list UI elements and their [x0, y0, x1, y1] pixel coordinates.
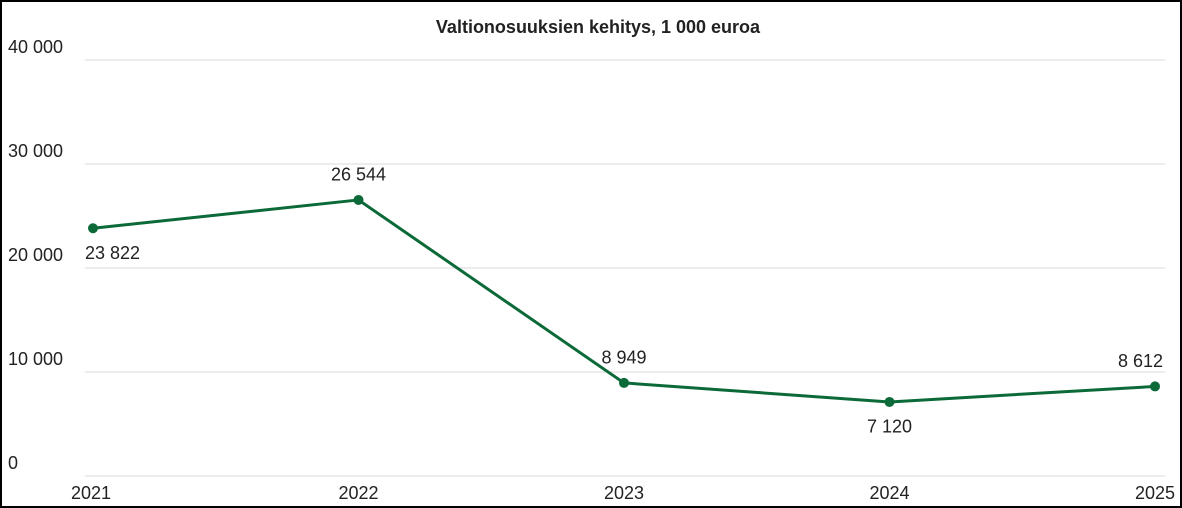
- chart-title: Valtionosuuksien kehitys, 1 000 euroa: [436, 17, 761, 37]
- y-tick-label: 10 000: [8, 349, 63, 369]
- data-label: 23 822: [85, 243, 140, 263]
- x-tick-label: 2021: [71, 483, 111, 503]
- y-tick-label: 40 000: [8, 37, 63, 57]
- y-tick-label: 30 000: [8, 141, 63, 161]
- y-tick-label: 20 000: [8, 245, 63, 265]
- x-tick-label: 2022: [338, 483, 378, 503]
- data-label: 26 544: [331, 165, 386, 185]
- point: [1150, 381, 1160, 392]
- x-tick-label: 2023: [604, 483, 644, 503]
- x-tick-label: 2025: [1135, 483, 1175, 503]
- data-label: 8 949: [601, 348, 646, 368]
- point: [353, 194, 364, 205]
- x-tick-label: 2024: [869, 483, 909, 503]
- point: [884, 396, 895, 407]
- y-tick-label: 0: [8, 453, 18, 473]
- data-label: 8 612: [1118, 351, 1163, 371]
- data-label: 7 120: [867, 417, 912, 437]
- point: [619, 377, 629, 388]
- point: [88, 223, 98, 234]
